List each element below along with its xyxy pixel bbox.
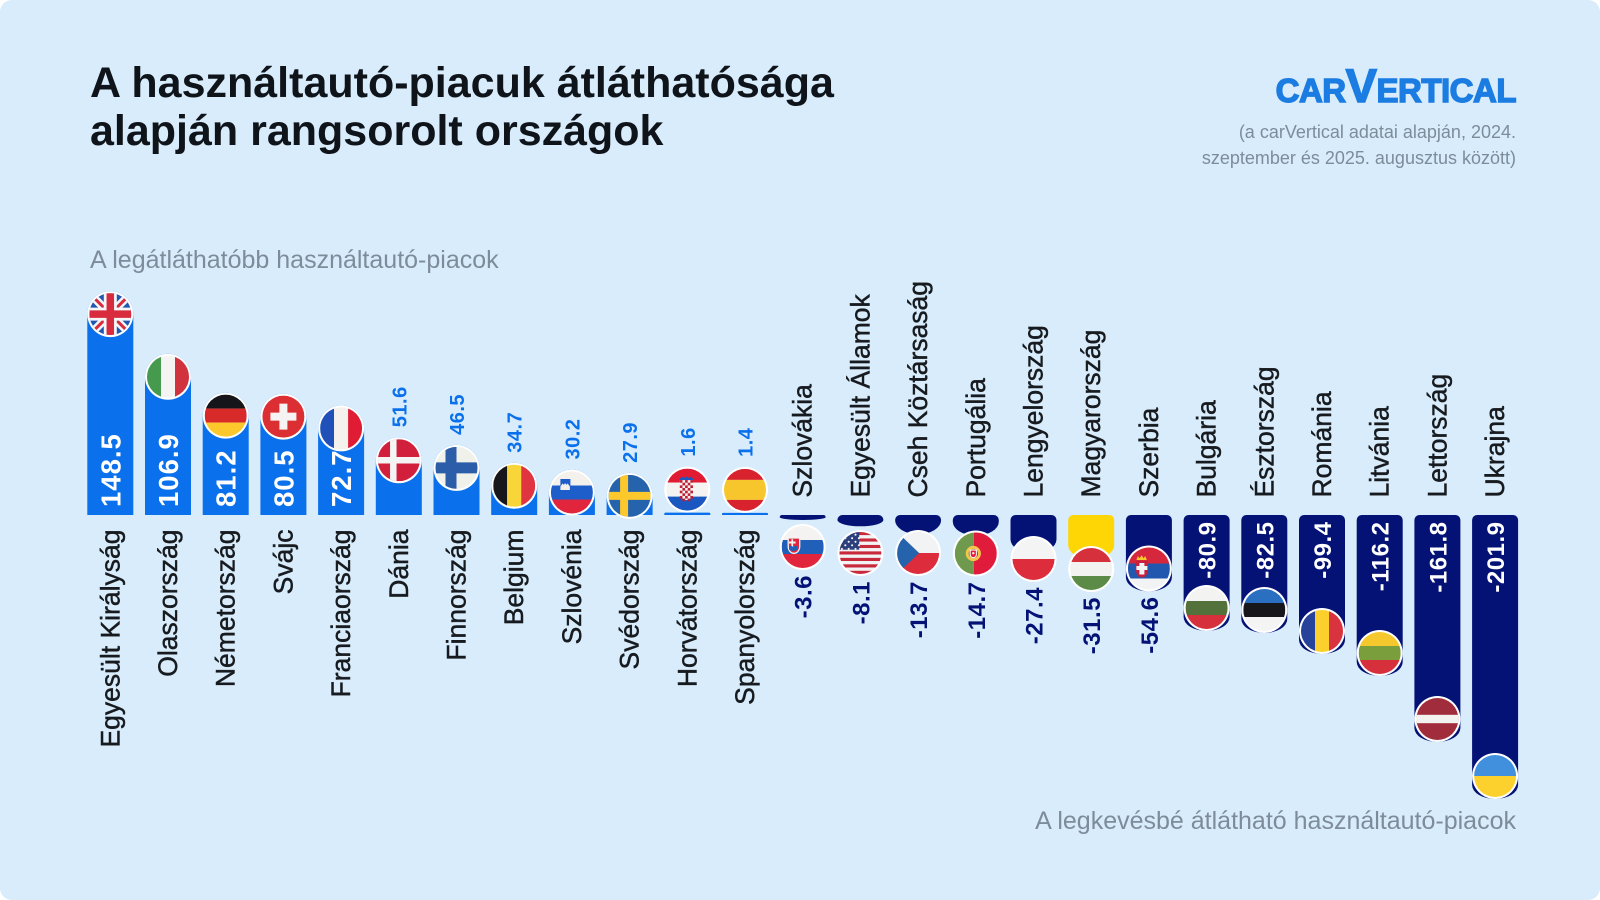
- svg-text:Észtország: Észtország: [1249, 366, 1279, 497]
- svg-text:Lettország: Lettország: [1422, 374, 1452, 498]
- svg-text:Svédország: Svédország: [615, 530, 645, 670]
- svg-text:27.9: 27.9: [620, 422, 642, 463]
- svg-text:-99.4: -99.4: [1310, 521, 1337, 578]
- svg-text:Románia: Románia: [1307, 391, 1337, 497]
- svg-text:-27.4: -27.4: [1022, 587, 1049, 644]
- svg-text:-14.7: -14.7: [964, 582, 991, 639]
- svg-text:Finnország: Finnország: [442, 530, 472, 661]
- svg-text:-13.7: -13.7: [906, 581, 933, 638]
- svg-text:Spanyolország: Spanyolország: [730, 530, 760, 705]
- svg-text:Horvátország: Horvátország: [672, 530, 702, 688]
- svg-text:A használtautó-piacuk átláthat: A használtautó-piacuk átláthatósága: [90, 59, 835, 107]
- svg-text:Szlovénia: Szlovénia: [557, 529, 587, 644]
- svg-text:Cseh Köztársaság: Cseh Köztársaság: [903, 281, 933, 498]
- svg-text:Olaszország: Olaszország: [153, 530, 183, 677]
- svg-text:106.9: 106.9: [153, 433, 184, 507]
- svg-text:Bulgária: Bulgária: [1192, 400, 1222, 497]
- svg-text:30.2: 30.2: [562, 419, 584, 460]
- svg-text:Franciaország: Franciaország: [326, 530, 356, 698]
- svg-text:alapján rangsorolt országok: alapján rangsorolt országok: [90, 107, 664, 155]
- svg-text:-161.8: -161.8: [1425, 522, 1452, 593]
- svg-text:-116.2: -116.2: [1368, 522, 1395, 592]
- svg-text:46.5: 46.5: [447, 394, 469, 435]
- svg-text:Ukrajna: Ukrajna: [1480, 406, 1510, 498]
- svg-text:-82.5: -82.5: [1252, 522, 1279, 579]
- svg-text:-8.1: -8.1: [848, 581, 875, 624]
- svg-text:72.7: 72.7: [326, 449, 357, 507]
- svg-text:szeptember és 2025. augusztus: szeptember és 2025. augusztus között): [1202, 148, 1516, 168]
- svg-text:1.6: 1.6: [678, 427, 700, 456]
- svg-text:80.5: 80.5: [268, 449, 299, 507]
- svg-text:Szlovákia: Szlovákia: [788, 384, 818, 498]
- svg-text:51.6: 51.6: [389, 386, 411, 427]
- svg-text:CARVERTICAL: CARVERTICAL: [1276, 59, 1517, 112]
- svg-text:-31.5: -31.5: [1079, 597, 1106, 654]
- svg-text:Szerbia: Szerbia: [1134, 407, 1164, 497]
- svg-text:-80.9: -80.9: [1195, 522, 1222, 579]
- svg-text:-3.6: -3.6: [791, 575, 818, 618]
- svg-text:Portugália: Portugália: [961, 378, 991, 498]
- svg-text:Litvánia: Litvánia: [1365, 406, 1395, 498]
- svg-text:A legátláthatóbb használtautó-: A legátláthatóbb használtautó-piacok: [90, 246, 499, 274]
- svg-text:Lengyelország: Lengyelország: [1019, 325, 1049, 497]
- svg-text:1.4: 1.4: [736, 427, 758, 457]
- svg-text:Németország: Németország: [211, 530, 241, 688]
- svg-text:-201.9: -201.9: [1483, 522, 1510, 593]
- svg-text:Egyesült Államok: Egyesült Államok: [845, 293, 875, 497]
- svg-text:-54.6: -54.6: [1137, 597, 1164, 654]
- svg-text:Egyesült Királyság: Egyesült Királyság: [95, 530, 125, 748]
- svg-text:A legkevésbé átlátható használ: A legkevésbé átlátható használtautó-piac…: [1035, 807, 1516, 835]
- svg-text:Belgium: Belgium: [499, 530, 529, 626]
- svg-text:Dánia: Dánia: [384, 529, 414, 599]
- svg-text:(a carVertical adatai alapján,: (a carVertical adatai alapján, 2024.: [1239, 122, 1516, 142]
- svg-text:34.7: 34.7: [505, 412, 527, 453]
- svg-text:Svájc: Svájc: [268, 530, 298, 595]
- svg-text:81.2: 81.2: [211, 449, 242, 507]
- svg-text:Magyarország: Magyarország: [1076, 330, 1106, 498]
- svg-text:148.5: 148.5: [95, 433, 126, 507]
